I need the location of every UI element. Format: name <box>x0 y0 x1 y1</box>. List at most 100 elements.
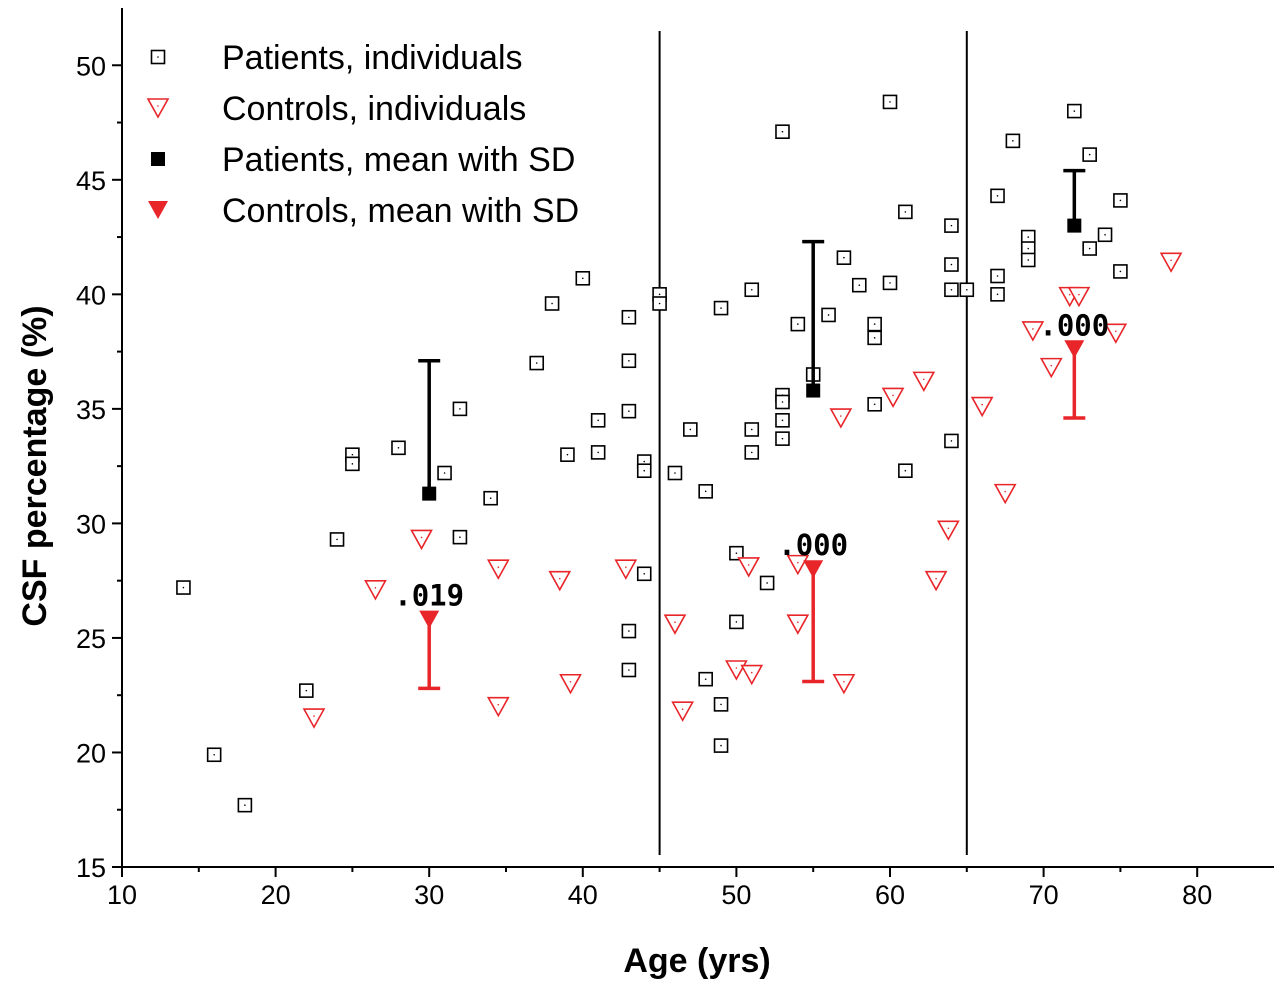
data-point-dot <box>996 195 999 197</box>
data-point-dot <box>781 130 784 133</box>
data-point-dot <box>1114 330 1117 333</box>
data-point <box>364 580 387 601</box>
data-point-dot <box>1050 364 1053 367</box>
data-point-dot <box>628 630 630 632</box>
data-point-dot <box>566 453 569 456</box>
data-point-dot <box>625 566 627 569</box>
data-point-dot <box>535 362 538 364</box>
legend-label: Controls, mean with SD <box>222 192 579 230</box>
data-point-dot <box>922 378 925 381</box>
data-point-dot <box>1027 247 1030 250</box>
data-point-dot <box>351 463 354 465</box>
x-tick-label: 80 <box>1182 880 1212 910</box>
mean-point <box>803 560 824 579</box>
data-point-dot <box>892 394 894 397</box>
data-point-dot <box>1027 236 1030 238</box>
y-tick-label: 15 <box>76 853 106 883</box>
data-point <box>671 701 694 722</box>
legend-label: Controls, individuals <box>222 90 526 128</box>
p-value-annotation: .000 <box>778 528 848 562</box>
data-point-dot <box>681 708 684 711</box>
data-point-dot <box>420 536 423 539</box>
data-point-dot <box>889 101 891 103</box>
data-point-dot <box>1088 153 1091 156</box>
series-controls-individuals <box>302 252 1183 729</box>
data-point-dot <box>628 669 630 671</box>
data-point-dot <box>689 428 692 431</box>
x-axis-title: Age (yrs) <box>623 942 770 980</box>
data-point-dot <box>720 307 722 309</box>
data-point-dot <box>305 689 308 692</box>
data-point-dot <box>459 408 461 410</box>
data-point <box>548 570 572 592</box>
data-point-dot <box>781 437 784 440</box>
data-point-dot <box>950 288 953 291</box>
data-point <box>486 696 510 718</box>
data-point-dot <box>628 316 630 319</box>
data-point-dot <box>750 451 753 454</box>
data-point-dot <box>1119 270 1122 273</box>
data-point-dot <box>766 582 768 584</box>
data-point-dot <box>558 577 561 580</box>
data-point-dot <box>643 469 646 472</box>
data-point <box>829 408 853 429</box>
data-point-dot <box>996 275 999 277</box>
x-tick-label: 60 <box>875 880 905 910</box>
x-tick-label: 10 <box>107 880 137 910</box>
data-point-dot <box>735 667 738 669</box>
legend-marker <box>146 98 170 119</box>
data-point <box>1067 286 1091 308</box>
data-point <box>614 559 638 580</box>
data-point-dot <box>597 451 599 454</box>
data-point-dot <box>1170 259 1172 262</box>
data-point-dot <box>873 337 876 339</box>
series-controls-mean-with-sd <box>418 340 1086 691</box>
data-point-dot <box>720 703 722 706</box>
data-point <box>302 708 326 729</box>
y-tick-label: 40 <box>76 280 106 310</box>
legend: Patients, individuals Controls, individua… <box>146 39 579 230</box>
data-point-dot <box>658 302 661 305</box>
data-point-dot <box>1012 140 1014 142</box>
data-point-dot <box>781 419 784 422</box>
data-point-dot <box>950 263 953 266</box>
data-point-dot <box>597 419 599 422</box>
mean-point <box>806 383 821 398</box>
data-point-dot <box>950 440 953 442</box>
data-point-dot <box>947 527 950 530</box>
legend-marker-dot <box>157 56 159 58</box>
data-point-dot <box>1119 199 1122 202</box>
data-point-dot <box>750 428 753 431</box>
mean-point <box>1067 218 1082 233</box>
data-point-dot <box>489 497 492 500</box>
data-point-dot <box>858 284 861 286</box>
data-point-dot <box>1104 233 1106 236</box>
x-tick-label: 30 <box>414 880 444 910</box>
y-tick-label: 35 <box>76 395 106 425</box>
legend-marker <box>148 201 168 219</box>
y-tick-label: 45 <box>76 166 106 196</box>
data-point-dot <box>966 288 968 291</box>
series-layer <box>176 94 1183 813</box>
data-point <box>486 559 510 580</box>
data-point <box>1039 357 1063 379</box>
data-point-dot <box>797 621 799 623</box>
data-point-dot <box>827 314 830 316</box>
legend-label: Patients, individuals <box>222 39 523 77</box>
x-tick-label: 40 <box>568 880 598 910</box>
mean-point <box>1064 340 1085 359</box>
y-tick-label: 30 <box>76 509 106 539</box>
data-point <box>559 673 582 695</box>
legend-marker-dot <box>157 105 159 107</box>
data-point-dot <box>182 586 185 589</box>
data-point-dot <box>935 577 937 580</box>
data-point-dot <box>797 561 799 564</box>
legend-marker <box>151 152 165 166</box>
data-point <box>410 529 433 551</box>
data-point <box>970 396 994 418</box>
data-point-dot <box>213 753 215 756</box>
data-point-dot <box>747 564 750 566</box>
data-point-dot <box>889 282 891 284</box>
data-point <box>993 483 1017 505</box>
